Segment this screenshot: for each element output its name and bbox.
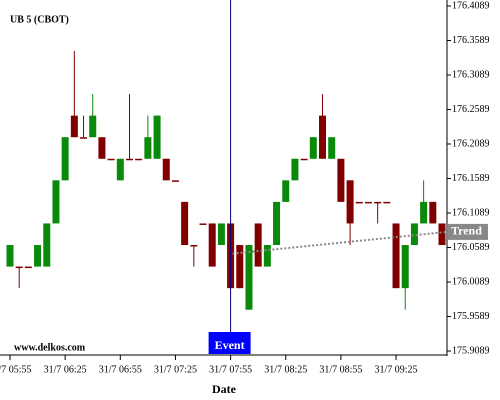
candle-body (273, 201, 281, 246)
candle-body (410, 223, 418, 246)
event-box (208, 332, 251, 354)
candle-body (181, 201, 189, 246)
candle-body (236, 245, 244, 289)
y-tick-label: 176.0589 (452, 242, 490, 253)
candle-body (34, 245, 42, 267)
candle-body (125, 158, 133, 161)
candle-body (89, 115, 97, 138)
x-tick-label: 31/7 08:55 (319, 364, 362, 375)
candle-body (107, 158, 115, 161)
candle-body (346, 180, 354, 224)
candle-body (300, 158, 308, 161)
y-tick-label: 176.3089 (452, 69, 490, 80)
candle-body (355, 201, 363, 204)
candle-body (364, 201, 372, 204)
y-tick-label: 176.1089 (452, 207, 490, 218)
candle-body (374, 201, 382, 204)
y-tick-label: 176.1589 (452, 173, 490, 184)
candle-body (6, 245, 14, 267)
x-tick-label: 31/7 06:55 (99, 364, 142, 375)
trend-box (448, 223, 488, 240)
candle-body (383, 201, 391, 204)
x-tick-label: 31/7 07:25 (154, 364, 197, 375)
watermark: www.delkos.com (14, 342, 86, 353)
candle-body (254, 223, 262, 267)
candle-body (135, 158, 143, 161)
x-tick-label: 31/7 07:55 (209, 364, 252, 375)
candle-body (438, 223, 446, 246)
candle-body (263, 245, 271, 267)
y-tick-label: 176.2089 (452, 138, 490, 149)
candle-body (144, 137, 152, 159)
x-tick-label: 31/7 06:25 (44, 364, 87, 375)
x-tick-label: 31/7 08:25 (264, 364, 307, 375)
candle-body (153, 115, 161, 159)
candle-body (401, 245, 409, 289)
candle-body (162, 158, 170, 181)
candle-body (24, 266, 32, 269)
candle-body (190, 245, 198, 247)
candle-body (15, 266, 23, 269)
candle-body (70, 115, 78, 138)
candle-body (420, 201, 428, 224)
candle-body (328, 137, 336, 159)
candle-body (291, 158, 299, 181)
candle-body (245, 245, 253, 310)
candle-body (429, 201, 437, 224)
candle-body (61, 137, 69, 181)
trend-label: Trend (451, 224, 482, 238)
y-tick-label: 176.3589 (452, 35, 490, 46)
y-tick-label: 176.2589 (452, 104, 490, 115)
candle-body (208, 223, 216, 267)
candle-body (319, 115, 327, 159)
candle-body (116, 158, 124, 181)
y-tick-label: 176.4089 (452, 0, 490, 11)
y-tick-label: 175.9089 (452, 345, 490, 356)
event-label: Event (215, 338, 245, 352)
y-tick-label: 175.9589 (452, 311, 490, 322)
x-tick-label: 31/7 09:25 (375, 364, 418, 375)
candle-body (199, 223, 207, 225)
candle-body (217, 223, 225, 246)
y-tick-label: 176.0089 (452, 276, 490, 287)
x-tick-label: 31/7 05:55 (0, 364, 32, 375)
chart-title: UB 5 (CBOT) (10, 14, 69, 25)
candle-body (52, 180, 60, 224)
candle-body (98, 137, 106, 159)
candle-body (43, 223, 51, 267)
candle-body (80, 137, 88, 139)
candle-body (171, 180, 179, 182)
candle-body (309, 137, 317, 159)
x-axis-label: Date (212, 382, 237, 396)
candle-body (392, 223, 400, 289)
candle-body (282, 180, 290, 202)
candle-body (337, 158, 345, 202)
